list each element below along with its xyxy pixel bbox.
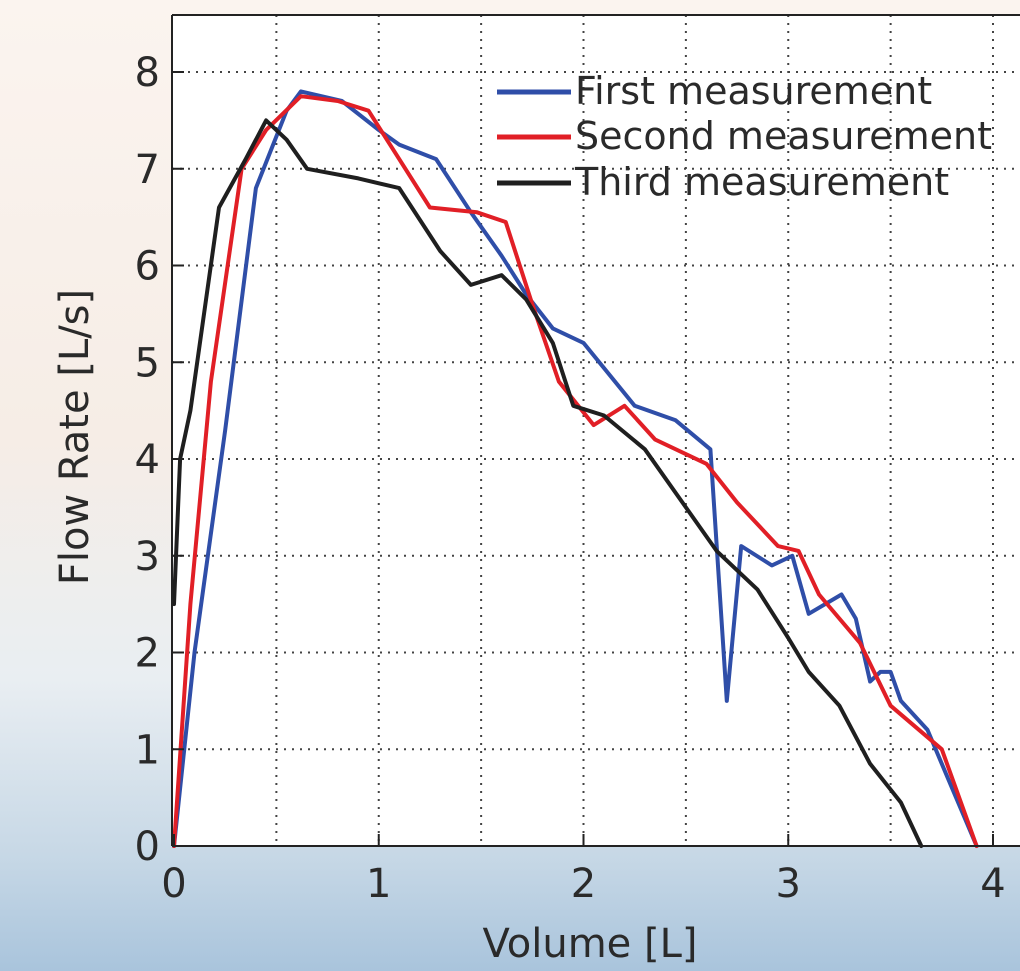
y-tick-label-1: 1 — [135, 727, 160, 773]
legend-label-second: Second measurement — [575, 114, 992, 158]
x-axis-label: Volume [L] — [483, 921, 698, 967]
y-tick-label-7: 7 — [135, 147, 160, 193]
axes — [171, 14, 1020, 847]
y-tick-label-8: 8 — [135, 50, 160, 96]
y-tick-label-5: 5 — [135, 340, 160, 386]
y-tick-label-6: 6 — [135, 244, 160, 290]
legend-label-first: First measurement — [575, 69, 932, 113]
y-axis-label: Flow Rate [L/s] — [52, 289, 98, 585]
series-line-third — [172, 118, 924, 848]
series-lines — [172, 89, 979, 848]
x-tick-label-4: 4 — [980, 861, 1005, 907]
x-tick-label-2: 2 — [571, 861, 596, 907]
plot-area — [172, 15, 1020, 846]
y-tick-label-3: 3 — [135, 534, 160, 580]
series-line-first — [172, 89, 979, 848]
y-tick-label-2: 2 — [135, 631, 160, 677]
tick-labels: 0 1 2 3 4 5 6 7 8 0 1 2 3 4 — [135, 50, 1006, 907]
y-tick-label-0: 0 — [135, 824, 160, 870]
x-tick-label-3: 3 — [776, 861, 801, 907]
legend: First measurement Second measurement Thi… — [497, 69, 992, 204]
legend-label-third: Third measurement — [574, 160, 949, 204]
x-tick-label-1: 1 — [366, 861, 391, 907]
x-tick-label-0: 0 — [161, 861, 186, 907]
y-tick-label-4: 4 — [135, 437, 160, 483]
